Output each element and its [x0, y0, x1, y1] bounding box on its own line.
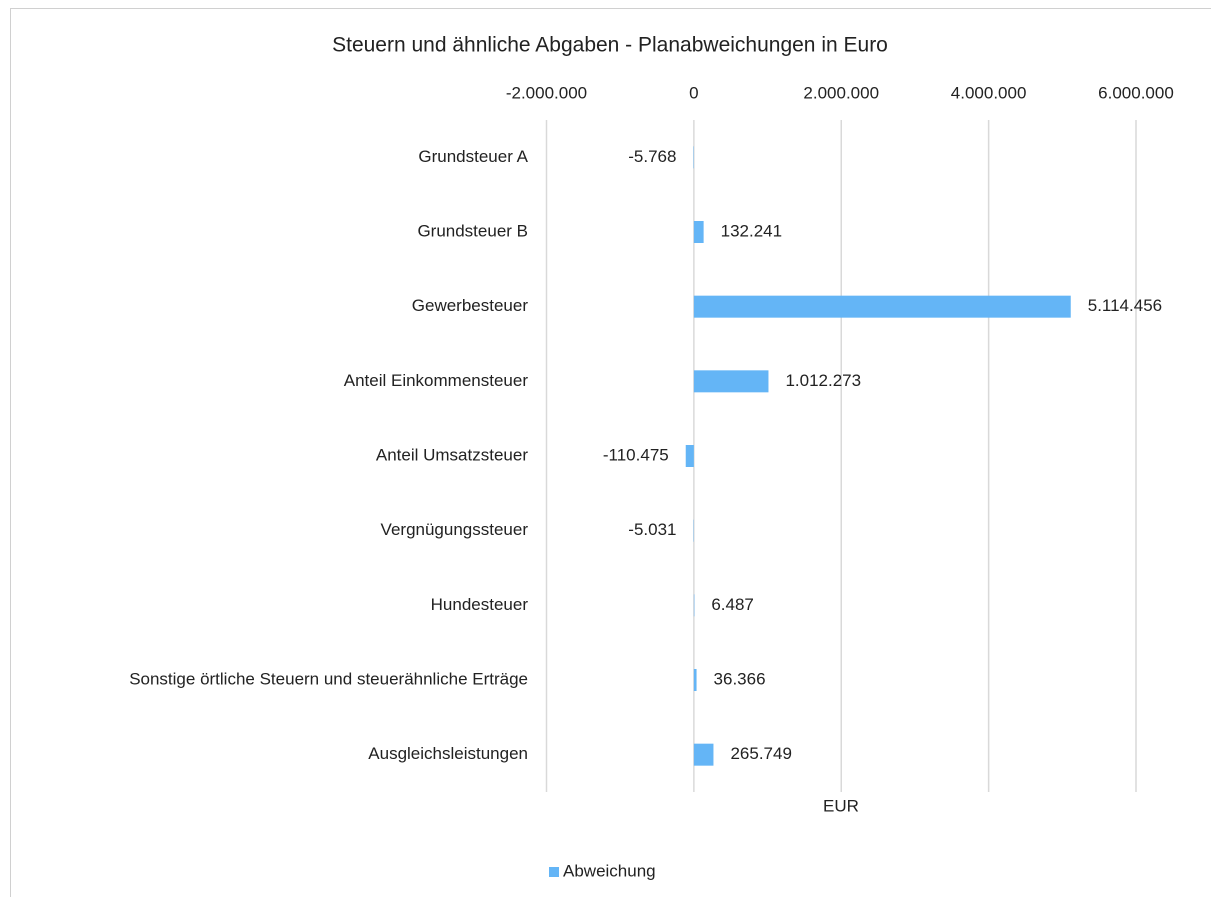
- bar: [693, 370, 769, 393]
- x-tick-label: 2.000.000: [803, 83, 879, 102]
- data-label: -5.768: [628, 147, 676, 166]
- x-axis-label: EUR: [823, 796, 859, 815]
- data-label: 1.012.273: [785, 371, 861, 390]
- data-label: 36.366: [714, 669, 766, 688]
- x-tick-label: 0: [689, 83, 698, 102]
- data-label: -110.475: [603, 445, 669, 464]
- legend-label: Abweichung: [563, 861, 656, 880]
- bar: [693, 669, 697, 691]
- y-tick-label: Vergnügungssteuer: [381, 520, 529, 539]
- y-tick-label: Ausgleichsleistungen: [368, 744, 528, 763]
- data-label: -5.031: [628, 520, 676, 539]
- y-tick-label: Grundsteuer A: [418, 147, 528, 166]
- legend-swatch: [549, 867, 559, 877]
- x-tick-label: 4.000.000: [951, 83, 1027, 102]
- data-label: 132.241: [721, 221, 782, 240]
- x-tick-label: 6.000.000: [1098, 83, 1174, 102]
- bar: [693, 743, 714, 766]
- bar: [693, 221, 704, 243]
- bar: [685, 445, 694, 467]
- bar: [693, 295, 1071, 318]
- y-tick-label: Sonstige örtliche Steuern und steuerähnl…: [129, 669, 528, 688]
- y-tick-label: Anteil Umsatzsteuer: [376, 445, 528, 464]
- y-tick-label: Gewerbesteuer: [412, 296, 529, 315]
- y-tick-label: Hundesteuer: [431, 595, 529, 614]
- data-label: 265.749: [730, 744, 791, 763]
- data-label: 6.487: [711, 595, 754, 614]
- data-label: 5.114.456: [1088, 296, 1162, 315]
- y-tick-label: Grundsteuer B: [417, 221, 528, 240]
- chart-title: Steuern und ähnliche Abgaben - Planabwei…: [332, 34, 888, 57]
- x-tick-label: -2.000.000: [506, 83, 587, 102]
- y-tick-label: Anteil Einkommensteuer: [344, 371, 529, 390]
